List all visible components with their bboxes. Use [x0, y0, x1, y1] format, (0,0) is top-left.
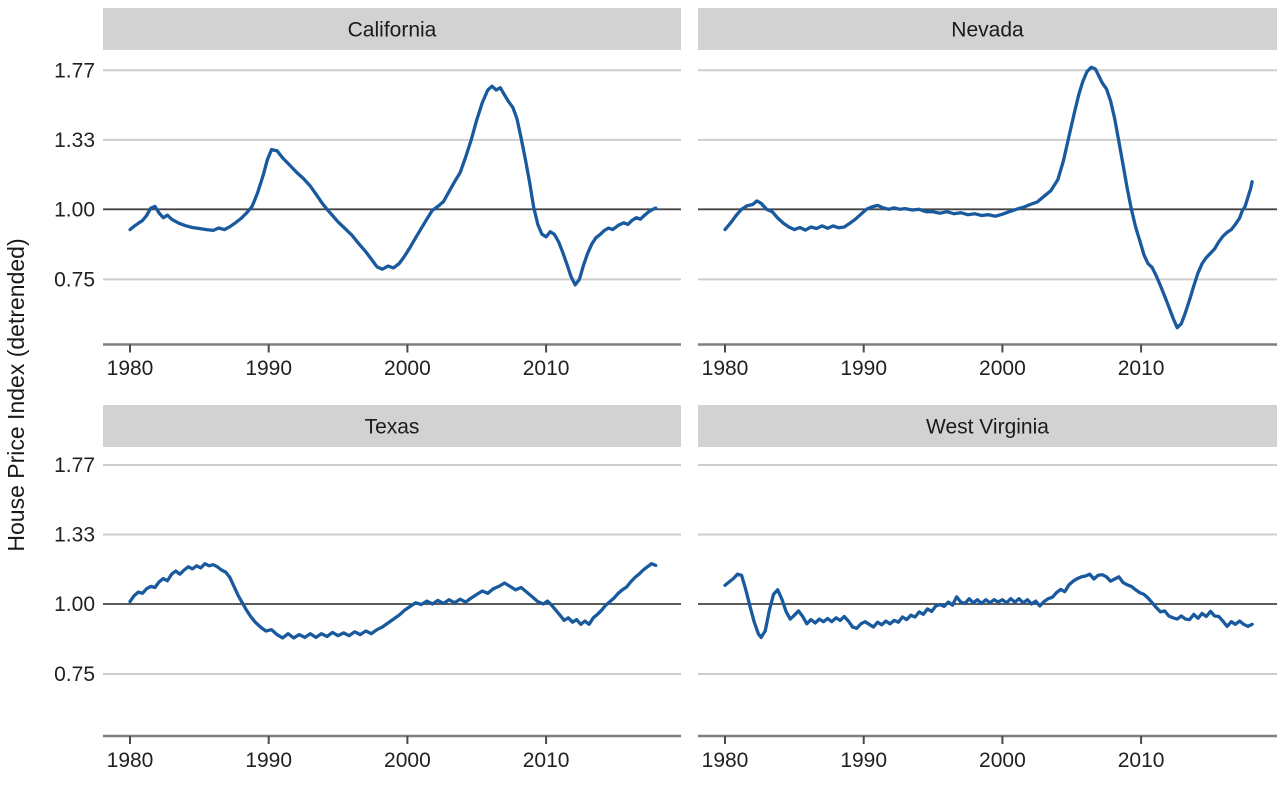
- x-tick-label: 1990: [840, 357, 887, 380]
- y-tick-label: 1.00: [54, 593, 95, 616]
- y-axis-title: House Price Index (detrended): [3, 238, 29, 551]
- facet-nevada: Nevada 1980 1990 2000 2010: [698, 8, 1277, 380]
- x-tick-label: 2010: [523, 357, 570, 380]
- y-tick-label: 1.00: [54, 198, 95, 221]
- x-tick-label: 1980: [702, 357, 749, 380]
- y-tick-label: 1.77: [54, 454, 95, 477]
- facet-california: California 1980 1990 2000 2010 0.75 1.00 1.33 1.…: [54, 8, 681, 380]
- x-tick-label: 2000: [384, 357, 431, 380]
- facet-title-west-virginia: West Virginia: [926, 416, 1049, 439]
- y-tick-label: 1.33: [54, 129, 95, 152]
- y-tick-label: 0.75: [54, 663, 95, 686]
- x-tick-label: 1980: [107, 357, 154, 380]
- x-tick-label: 2010: [523, 749, 570, 772]
- facet-panels: California 1980 1990 2000 2010 0.75 1.00 1.33 1.…: [54, 8, 1277, 772]
- series-line-nevada: [723, 65, 1254, 330]
- y-tick-label: 0.75: [54, 268, 95, 291]
- series-line-california: [128, 84, 658, 287]
- facet-strip: [103, 8, 681, 50]
- x-tick-label: 1990: [245, 357, 292, 380]
- x-tick-label: 2010: [1118, 749, 1165, 772]
- facet-strip: [698, 8, 1277, 50]
- facet-title-california: California: [348, 19, 437, 42]
- x-tick-label: 2010: [1118, 357, 1165, 380]
- series-line-texas: [128, 562, 658, 640]
- x-tick-label: 2000: [384, 749, 431, 772]
- x-tick-label: 1990: [840, 749, 887, 772]
- x-tick-label: 2000: [979, 749, 1026, 772]
- x-tick-label: 2000: [979, 357, 1026, 380]
- facet-texas: Texas 1980 1990 2000 2010 0.75 1.00 1.33 1.77: [54, 405, 681, 772]
- x-tick-label: 1990: [245, 749, 292, 772]
- facet-title-texas: Texas: [365, 416, 420, 439]
- facet-strip: [698, 405, 1277, 447]
- x-tick-label: 1980: [107, 749, 154, 772]
- facet-strip: [103, 405, 681, 447]
- facet-west-virginia: West Virginia 1980 1990 2000 2010: [698, 405, 1277, 772]
- facet-title-nevada: Nevada: [951, 19, 1024, 42]
- series-line-west-virginia: [723, 572, 1254, 640]
- x-tick-label: 1980: [702, 749, 749, 772]
- y-tick-label: 1.33: [54, 524, 95, 547]
- y-tick-label: 1.77: [54, 59, 95, 82]
